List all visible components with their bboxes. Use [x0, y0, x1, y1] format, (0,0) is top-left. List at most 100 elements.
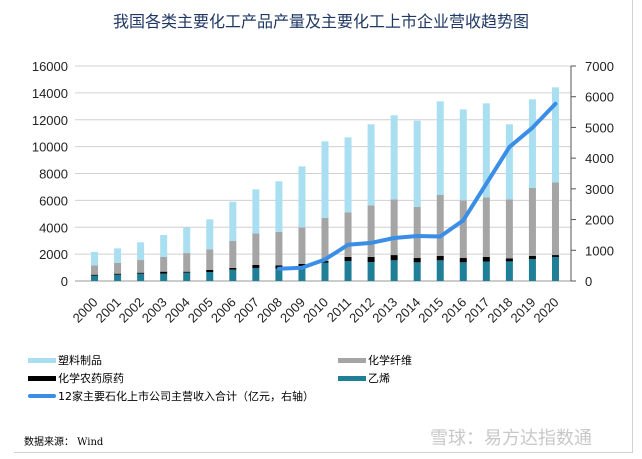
bar-化学农药原药 [252, 265, 260, 268]
bar-乙烯 [413, 262, 421, 281]
y-tick-label: 2000 [39, 247, 68, 262]
bar-塑料制品 [367, 124, 375, 206]
bar-化学农药原药 [114, 273, 122, 275]
bar-塑料制品 [229, 201, 237, 241]
x-tick-label: 2012 [346, 295, 377, 326]
y2-tick-label: 0 [585, 274, 592, 289]
y2-tick-label: 5000 [585, 120, 614, 135]
bar-化学纤维 [390, 199, 398, 256]
bar-化学纤维 [413, 206, 421, 259]
bar-化学纤维 [275, 231, 283, 266]
y2-tick-label: 7000 [585, 59, 614, 74]
legend-item-ethylene: 乙烯 [338, 370, 390, 386]
bar-乙烯 [91, 275, 99, 281]
y2-tick-label: 3000 [585, 182, 614, 197]
bar-化学农药原药 [206, 269, 214, 272]
bar-塑料制品 [91, 251, 99, 266]
bar-化学纤维 [321, 217, 329, 261]
bar-塑料制品 [482, 103, 490, 198]
bar-乙烯 [298, 267, 306, 281]
bar-乙烯 [344, 260, 352, 281]
bar-化学纤维 [183, 253, 191, 272]
x-tick-label: 2020 [531, 295, 562, 326]
bar-化学纤维 [137, 260, 145, 273]
bar-塑料制品 [459, 109, 467, 201]
y2-tick-label: 2000 [585, 213, 614, 228]
bar-化学纤维 [114, 262, 122, 274]
bar-乙烯 [275, 268, 283, 281]
bar-化学纤维 [551, 182, 559, 256]
bar-化学纤维 [505, 199, 513, 259]
legend-item-revenue: 12家主要石化上市公司主营收入合计（亿元，右轴） [28, 388, 314, 404]
bar-乙烯 [321, 262, 329, 281]
legend-label: 12家主要石化上市公司主营收入合计（亿元，右轴） [58, 390, 314, 403]
x-tick-label: 2011 [324, 295, 354, 325]
y2-tick-label: 4000 [585, 151, 614, 166]
legend-label: 塑料制品 [58, 354, 102, 367]
bar-塑料制品 [275, 181, 283, 232]
x-tick-label: 2017 [461, 295, 492, 326]
bar-塑料制品 [137, 242, 145, 261]
bar-乙烯 [367, 262, 375, 281]
bar-化学农药原药 [551, 255, 559, 257]
y-tick-label: 14000 [32, 86, 68, 101]
chart-title: 我国各类主要化工产品产量及主要化工上市企业营收趋势图 [112, 12, 529, 31]
y-tick-label: 10000 [32, 140, 68, 155]
bar-化学纤维 [91, 265, 99, 275]
bar-塑料制品 [344, 137, 352, 213]
bar-化学农药原药 [528, 256, 536, 259]
bar-乙烯 [505, 261, 513, 281]
watermark: 雪球：易方达指数通 [430, 428, 592, 449]
bar-乙烯 [528, 258, 536, 281]
legend-item-pesticide: 化学农药原药 [28, 370, 124, 386]
bar-塑料制品 [160, 235, 168, 257]
bar-化学农药原药 [367, 256, 375, 263]
x-tick-label: 2006 [208, 295, 239, 326]
bar-塑料制品 [252, 189, 260, 234]
bar-乙烯 [229, 269, 237, 281]
y-tick-label: 0 [61, 274, 68, 289]
y-tick-label: 16000 [32, 59, 68, 74]
bar-塑料制品 [390, 115, 398, 200]
bar-化学纤维 [298, 227, 306, 265]
bar-化学农药原药 [413, 258, 421, 263]
bar-塑料制品 [505, 124, 513, 200]
x-tick-label: 2007 [231, 295, 262, 326]
bar-塑料制品 [298, 166, 306, 228]
x-tick-label: 2009 [277, 295, 308, 326]
bar-塑料制品 [436, 101, 444, 195]
x-tick-label: 2003 [139, 295, 170, 326]
bar-乙烯 [390, 260, 398, 281]
bar-塑料制品 [413, 120, 421, 207]
bar-塑料制品 [183, 227, 191, 254]
data-source: 数据来源： Wind [24, 437, 104, 448]
y2-tick-label: 1000 [585, 243, 614, 258]
bar-乙烯 [114, 274, 122, 281]
bar-乙烯 [206, 271, 214, 281]
bar-化学纤维 [229, 240, 237, 268]
bar-化学纤维 [252, 233, 260, 266]
bar-化学农药原药 [505, 258, 513, 262]
bar-化学农药原药 [436, 256, 444, 261]
bar-乙烯 [482, 261, 490, 281]
x-tick-label: 2005 [185, 295, 216, 326]
y-tick-label: 4000 [39, 220, 68, 235]
bar-乙烯 [183, 272, 191, 281]
x-tick-label: 2014 [392, 295, 423, 326]
bar-化学纤维 [482, 197, 490, 257]
bar-化学纤维 [206, 249, 214, 270]
x-tick-label: 2010 [300, 295, 331, 326]
x-tick-label: 2016 [438, 295, 469, 326]
bar-塑料制品 [528, 99, 536, 189]
bar-塑料制品 [551, 87, 559, 183]
bar-化学纤维 [344, 212, 352, 257]
bar-乙烯 [160, 273, 168, 281]
legend-swatch [338, 375, 366, 381]
bar-乙烯 [252, 267, 260, 281]
bar-塑料制品 [321, 141, 329, 218]
bar-化学农药原药 [344, 256, 352, 261]
legend-swatch [338, 357, 366, 363]
legend-swatch [28, 375, 56, 381]
x-tick-label: 2000 [70, 295, 101, 326]
